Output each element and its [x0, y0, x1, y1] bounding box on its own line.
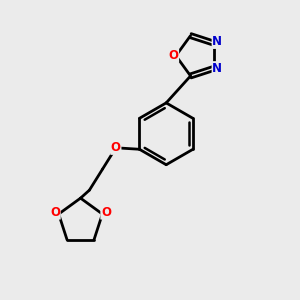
Text: O: O [111, 141, 121, 154]
Text: O: O [101, 206, 111, 219]
Text: O: O [50, 206, 60, 219]
Text: N: N [212, 62, 222, 75]
Text: O: O [169, 49, 178, 62]
Text: N: N [212, 35, 222, 48]
